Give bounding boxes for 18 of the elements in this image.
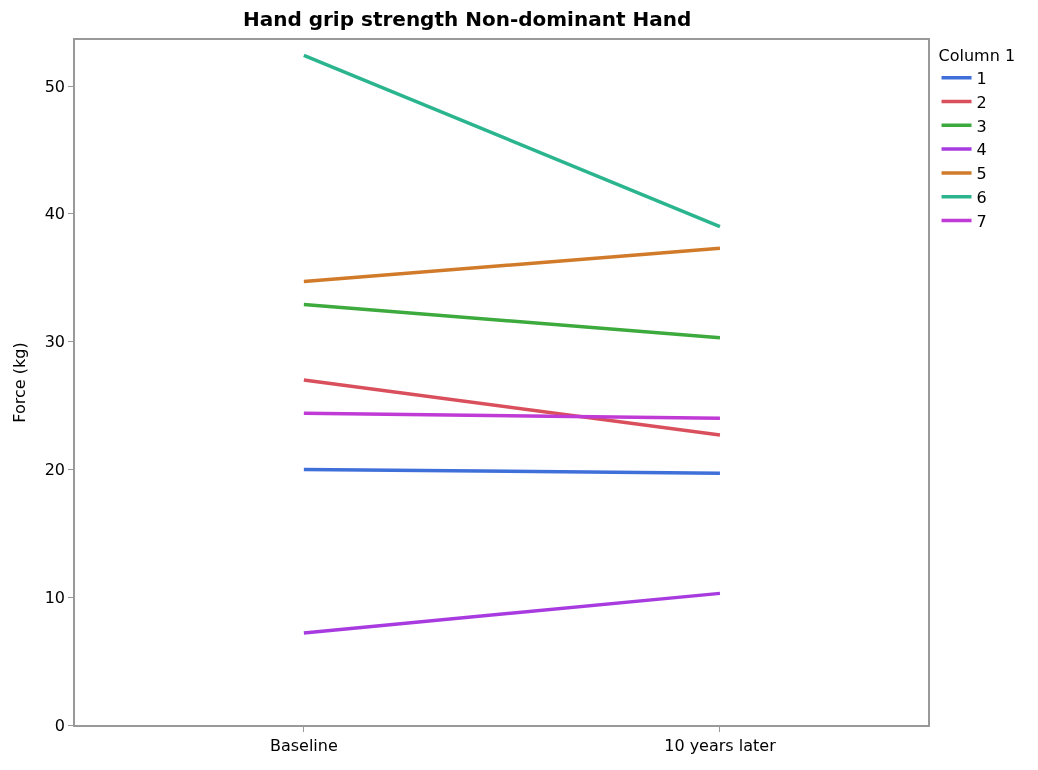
legend-label: 3 (976, 116, 987, 136)
y-tick-label: 10 (44, 587, 66, 607)
y-tick-label: 30 (44, 332, 66, 352)
y-tick-label: 50 (44, 76, 66, 96)
legend-label: 5 (976, 164, 987, 184)
legend-title: Column 1 (938, 45, 1016, 65)
x-tick-label: 10 years later (664, 735, 777, 755)
legend-label: 2 (976, 92, 987, 112)
y-tick-label: 0 (54, 715, 66, 735)
y-axis-title: Force (kg) (10, 342, 30, 423)
legend-label: 7 (976, 211, 987, 231)
chart-title: Hand grip strength Non-dominant Hand (242, 6, 692, 31)
y-tick-label: 40 (44, 204, 66, 224)
legend-label: 6 (976, 187, 987, 207)
legend-label: 4 (976, 140, 987, 160)
y-tick-label: 20 (44, 460, 66, 479)
x-tick-label: Baseline (269, 735, 338, 755)
legend-label: 1 (976, 68, 987, 88)
